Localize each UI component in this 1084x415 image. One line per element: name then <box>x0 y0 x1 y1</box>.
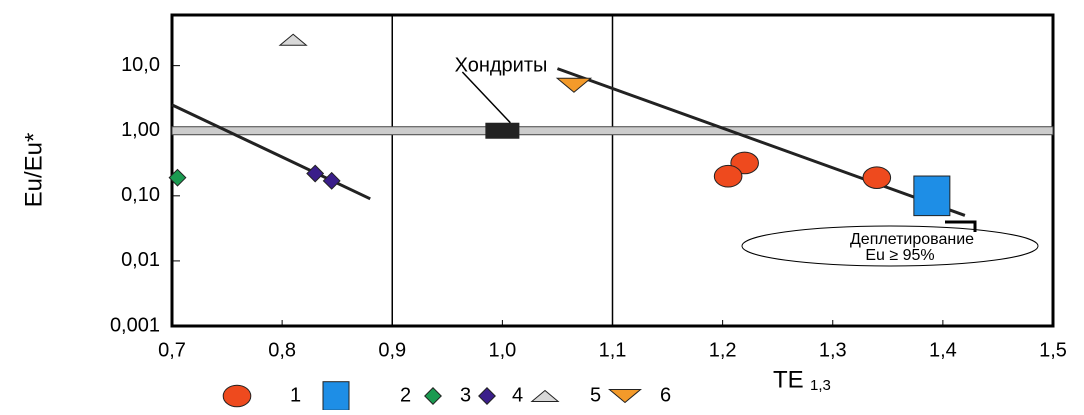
legend-label: 5 <box>590 384 601 406</box>
x-tick-label: 0,8 <box>268 339 296 361</box>
y-tick-label: 10,0 <box>121 54 160 76</box>
legend-label: 6 <box>660 384 671 406</box>
legend-label: 1 <box>290 384 301 406</box>
legend-label: 2 <box>400 384 411 406</box>
marker <box>913 175 951 217</box>
marker <box>713 164 743 188</box>
marker <box>168 168 187 187</box>
x-tick-label: 0,9 <box>378 339 406 361</box>
chondrite-point <box>485 122 520 139</box>
legend-label: 3 <box>460 384 471 406</box>
depletion-arrow <box>945 220 977 232</box>
y-tick-label: 0,01 <box>121 249 160 271</box>
x-tick-label: 1,2 <box>709 339 737 361</box>
y-axis-label: Eu/Eu* <box>20 133 47 208</box>
marker <box>322 171 341 190</box>
leader-line <box>461 71 511 124</box>
annotation-text: Eu ≥ 95% <box>865 247 934 264</box>
x-tick-label: 1,4 <box>929 339 957 361</box>
reference-label: Хондриты <box>455 54 548 76</box>
legend-marker <box>424 387 442 405</box>
chondrite-band <box>171 126 1054 136</box>
trend-line <box>171 103 371 201</box>
legend-label: 4 <box>512 384 523 406</box>
annotation-ellipse <box>741 225 1039 267</box>
legend-marker <box>322 381 350 411</box>
legend-marker <box>478 387 496 405</box>
y-tick-label: 0,10 <box>121 184 160 206</box>
x-tick-label: 1,0 <box>488 339 516 361</box>
legend-marker <box>222 384 252 408</box>
marker <box>862 166 892 189</box>
y-tick-label: 0,001 <box>110 314 160 336</box>
marker <box>278 33 308 46</box>
x-axis-label-sub: 1,3 <box>810 377 831 394</box>
x-tick-label: 0,7 <box>158 339 186 361</box>
x-tick-label: 1,3 <box>819 339 847 361</box>
marker <box>306 164 325 183</box>
x-tick-label: 1,5 <box>1039 339 1067 361</box>
marker <box>555 77 593 93</box>
x-tick-label: 1,1 <box>599 339 627 361</box>
annotation-text: Деплетирование <box>850 231 974 248</box>
legend-marker <box>530 389 560 402</box>
x-axis-label: TE <box>773 366 804 393</box>
y-tick-label: 1,00 <box>121 119 160 141</box>
legend-marker <box>608 389 642 404</box>
trend-line <box>556 67 966 217</box>
